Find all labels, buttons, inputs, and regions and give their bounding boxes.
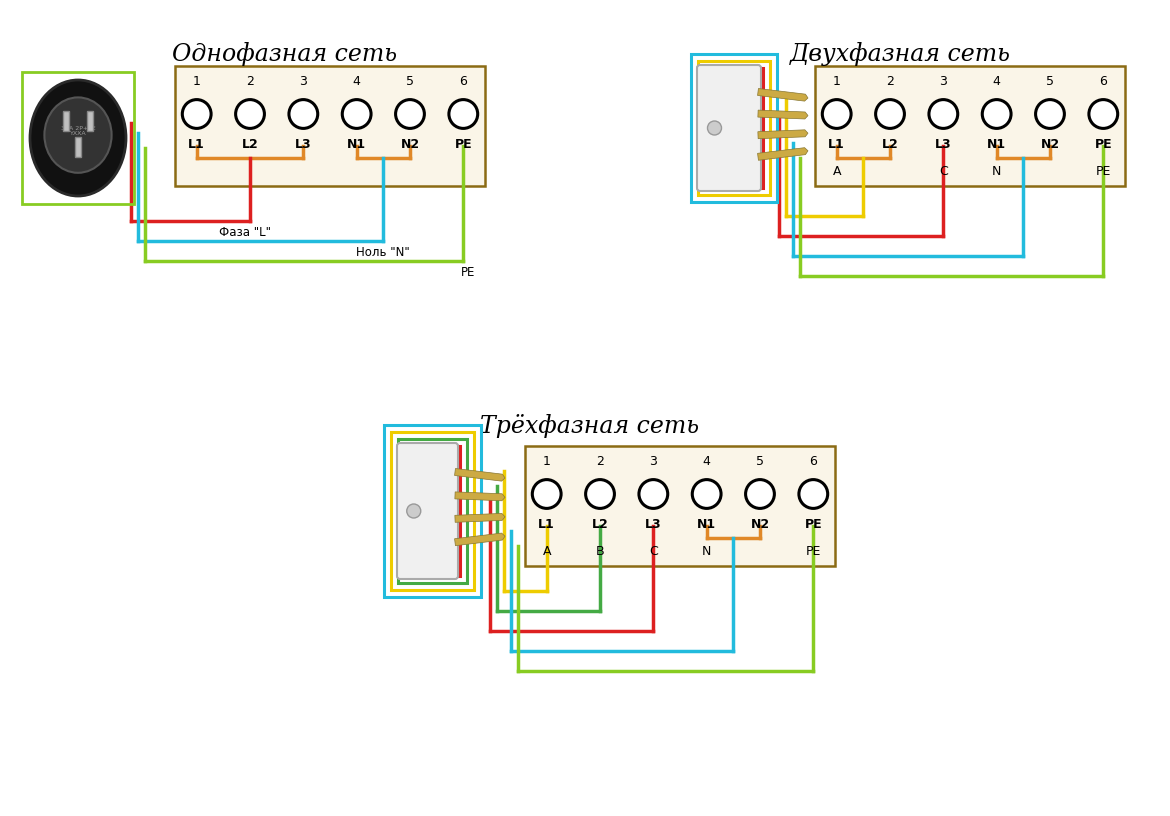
Text: L3: L3 bbox=[645, 517, 662, 530]
Text: 1: 1 bbox=[833, 75, 840, 88]
Text: Трёхфазная сеть: Трёхфазная сеть bbox=[481, 414, 700, 438]
Text: L3: L3 bbox=[935, 138, 951, 150]
Circle shape bbox=[823, 100, 851, 128]
Ellipse shape bbox=[44, 97, 111, 173]
Text: N: N bbox=[702, 545, 711, 558]
Text: Фаза "L": Фаза "L" bbox=[219, 226, 271, 239]
Text: 2: 2 bbox=[246, 75, 254, 88]
Circle shape bbox=[183, 100, 211, 128]
Text: 5: 5 bbox=[756, 455, 764, 468]
Text: 4: 4 bbox=[352, 75, 360, 88]
Circle shape bbox=[395, 100, 425, 128]
Circle shape bbox=[799, 480, 827, 508]
Text: A: A bbox=[543, 545, 551, 558]
Text: L3: L3 bbox=[295, 138, 311, 150]
Text: 3: 3 bbox=[300, 75, 308, 88]
Text: PE: PE bbox=[806, 545, 821, 558]
Text: 2: 2 bbox=[886, 75, 894, 88]
FancyArrow shape bbox=[455, 513, 505, 522]
FancyBboxPatch shape bbox=[75, 137, 81, 157]
Text: Ноль "N": Ноль "N" bbox=[357, 246, 411, 259]
Text: L1: L1 bbox=[828, 138, 845, 150]
Text: N2: N2 bbox=[750, 517, 770, 530]
Circle shape bbox=[289, 100, 318, 128]
Text: 3: 3 bbox=[940, 75, 948, 88]
Circle shape bbox=[929, 100, 958, 128]
FancyArrow shape bbox=[758, 110, 808, 119]
Text: B: B bbox=[596, 545, 605, 558]
FancyArrow shape bbox=[455, 468, 505, 481]
Text: PE: PE bbox=[1095, 165, 1112, 178]
Circle shape bbox=[639, 480, 668, 508]
Text: N2: N2 bbox=[1040, 138, 1060, 150]
Circle shape bbox=[343, 100, 371, 128]
Text: C: C bbox=[649, 545, 658, 558]
Circle shape bbox=[693, 480, 721, 508]
FancyBboxPatch shape bbox=[525, 446, 835, 566]
FancyArrow shape bbox=[758, 88, 808, 101]
FancyBboxPatch shape bbox=[397, 443, 457, 579]
Circle shape bbox=[875, 100, 904, 128]
Text: L1: L1 bbox=[538, 517, 555, 530]
Text: PE: PE bbox=[1094, 138, 1113, 150]
Text: 32A 2P+PE
YXXA: 32A 2P+PE YXXA bbox=[61, 126, 95, 136]
Text: 6: 6 bbox=[1100, 75, 1107, 88]
Text: L2: L2 bbox=[592, 517, 608, 530]
Circle shape bbox=[532, 480, 562, 508]
Text: N1: N1 bbox=[347, 138, 366, 150]
Circle shape bbox=[586, 480, 614, 508]
Text: PE: PE bbox=[461, 266, 475, 279]
Text: 5: 5 bbox=[1046, 75, 1054, 88]
FancyArrow shape bbox=[758, 148, 808, 160]
Text: 1: 1 bbox=[543, 455, 551, 468]
FancyBboxPatch shape bbox=[87, 111, 92, 131]
Text: A: A bbox=[832, 165, 841, 178]
Circle shape bbox=[708, 121, 722, 135]
Text: N1: N1 bbox=[697, 517, 716, 530]
Text: 6: 6 bbox=[460, 75, 467, 88]
Circle shape bbox=[1089, 100, 1117, 128]
Text: 3: 3 bbox=[649, 455, 658, 468]
Circle shape bbox=[235, 100, 264, 128]
Text: Двухфазная сеть: Двухфазная сеть bbox=[790, 42, 1011, 66]
Text: 4: 4 bbox=[992, 75, 1000, 88]
FancyArrow shape bbox=[455, 492, 505, 501]
Text: 4: 4 bbox=[703, 455, 710, 468]
Text: 2: 2 bbox=[596, 455, 604, 468]
Text: L2: L2 bbox=[882, 138, 899, 150]
Text: L2: L2 bbox=[242, 138, 259, 150]
Text: PE: PE bbox=[805, 517, 823, 530]
Text: 6: 6 bbox=[810, 455, 817, 468]
FancyBboxPatch shape bbox=[815, 66, 1126, 186]
Circle shape bbox=[1035, 100, 1065, 128]
Circle shape bbox=[449, 100, 477, 128]
Text: C: C bbox=[940, 165, 948, 178]
Text: L1: L1 bbox=[188, 138, 205, 150]
Circle shape bbox=[983, 100, 1011, 128]
Text: N1: N1 bbox=[987, 138, 1006, 150]
FancyArrow shape bbox=[758, 130, 808, 139]
FancyBboxPatch shape bbox=[63, 111, 69, 131]
Circle shape bbox=[407, 504, 421, 518]
Text: Однофазная сеть: Однофазная сеть bbox=[172, 42, 398, 66]
Ellipse shape bbox=[30, 80, 126, 196]
Text: 1: 1 bbox=[193, 75, 200, 88]
FancyArrow shape bbox=[455, 533, 505, 546]
Text: N2: N2 bbox=[400, 138, 420, 150]
FancyBboxPatch shape bbox=[697, 65, 760, 191]
Text: 5: 5 bbox=[406, 75, 414, 88]
FancyBboxPatch shape bbox=[176, 66, 486, 186]
Text: N: N bbox=[992, 165, 1002, 178]
Circle shape bbox=[745, 480, 775, 508]
Text: PE: PE bbox=[454, 138, 473, 150]
